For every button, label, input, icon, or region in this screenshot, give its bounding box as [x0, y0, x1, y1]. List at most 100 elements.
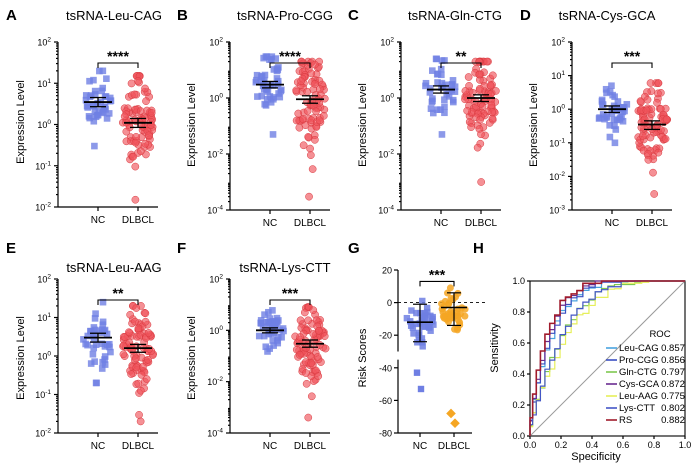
- data-point-dlbcl: [646, 133, 655, 142]
- data-point-nc: [611, 139, 619, 147]
- data-point-dlbcl: [464, 73, 473, 81]
- x-tick-label: DLBCL: [465, 218, 498, 229]
- y-tick-label: 20: [382, 266, 392, 276]
- title-f: tsRNA-Lys-CTT: [239, 260, 330, 275]
- y-tick-label: 100: [380, 93, 394, 104]
- data-point-nc: [98, 365, 106, 372]
- data-point-dlbcl: [314, 326, 323, 335]
- significance-stars: ***: [624, 48, 641, 64]
- data-point-dlbcl: [131, 317, 139, 326]
- data-point-nc: [84, 104, 91, 111]
- y-tick-label: 102: [37, 274, 51, 285]
- data-point-nc: [262, 343, 270, 351]
- data-point-nc: [266, 315, 274, 322]
- data-point-dlbcl: [125, 328, 133, 337]
- data-point-dlbcl: [311, 60, 319, 69]
- ylabel-g: Risk Scores: [357, 328, 369, 387]
- x-tick-label: 0.2: [555, 440, 568, 450]
- y-tick-label: -60: [379, 396, 392, 406]
- data-point-nc: [95, 107, 103, 115]
- data-point-dlbcl: [654, 148, 663, 157]
- data-point-nc: [611, 122, 618, 130]
- data-point-nc: [82, 96, 90, 104]
- x-tick-label: NC: [91, 441, 105, 452]
- data-point-nc: [423, 304, 431, 312]
- y-tick-label: 10-2: [378, 149, 394, 160]
- data-point-nc: [438, 131, 446, 138]
- panel-b: 102 100 10-2 10-4 NC DLBCL ****: [207, 37, 330, 229]
- data-point-dlbcl: [303, 87, 311, 96]
- data-point-nc: [274, 334, 282, 341]
- legend-label: Pro-CGG: [619, 355, 659, 366]
- data-point-dlbcl: [315, 85, 324, 93]
- data-point-nc: [441, 103, 448, 111]
- data-point-nc: [609, 91, 616, 99]
- data-point-nc: [259, 323, 267, 331]
- significance-bracket: [419, 280, 455, 287]
- y-tick-label: -20: [379, 331, 392, 341]
- data-point-nc: [608, 82, 615, 90]
- data-point-dlbcl: [136, 417, 145, 426]
- data-point-nc: [619, 108, 627, 116]
- roc-curve-rs: [529, 280, 685, 436]
- data-point-nc: [274, 77, 282, 85]
- data-point-dlbcl: [136, 107, 145, 115]
- data-point-dlbcl: [120, 112, 129, 121]
- data-point-dlbcl: [478, 102, 487, 111]
- legend-auc: 0.775: [661, 391, 685, 402]
- data-point-dlbcl: [131, 195, 140, 204]
- data-point-dlbcl: [145, 131, 153, 140]
- significance-stars: ****: [279, 48, 301, 64]
- legend-auc: 0.856: [661, 355, 685, 366]
- data-point-dlbcl: [134, 77, 142, 85]
- x-tick-label: 0.6: [617, 440, 630, 450]
- data-point-dlbcl: [454, 316, 462, 324]
- y-tick-label: 10-2: [35, 428, 51, 439]
- data-point-nc: [438, 57, 446, 64]
- data-point-dlbcl: [126, 310, 135, 319]
- panel-label-d: D: [520, 7, 531, 24]
- data-point-dlbcl: [297, 77, 305, 86]
- data-point-nc: [255, 332, 263, 340]
- data-point-nc: [419, 343, 426, 350]
- y-tick-label: 100: [37, 351, 51, 362]
- data-point-dlbcl: [147, 108, 156, 117]
- data-point-nc: [263, 96, 271, 103]
- roc-curve-leu-aag: [529, 280, 685, 436]
- data-point-dlbcl: [467, 123, 475, 131]
- data-point-nc: [264, 318, 272, 326]
- data-point-nc: [403, 314, 411, 322]
- data-point-dlbcl: [131, 354, 140, 363]
- data-point-nc: [99, 321, 107, 329]
- data-point-dlbcl: [300, 308, 309, 317]
- data-point-nc: [260, 79, 267, 87]
- data-point-dlbcl: [638, 132, 647, 140]
- data-point-nc: [606, 133, 614, 141]
- panel-c: 102 100 10-2 10-4 NC DLBCL **: [378, 37, 501, 229]
- data-point-nc: [412, 320, 420, 328]
- data-point-dlbcl: [461, 95, 469, 104]
- data-point-nc: [428, 98, 436, 106]
- data-point-dlbcl: [446, 284, 454, 292]
- data-point-dlbcl: [451, 325, 459, 333]
- panel-label-c: C: [348, 7, 359, 24]
- data-point-dlbcl: [654, 89, 662, 98]
- data-point-dlbcl: [476, 115, 484, 124]
- data-point-nc: [92, 379, 100, 387]
- x-tick-label: NC: [263, 218, 277, 229]
- y-tick-label: 100: [551, 104, 565, 115]
- title-a: tsRNA-Leu-CAG: [66, 8, 162, 23]
- data-point-nc: [269, 337, 277, 344]
- data-point-dlbcl: [314, 372, 323, 380]
- y-tick-label: 102: [380, 37, 394, 48]
- significance-bracket: [269, 62, 311, 68]
- data-point-dlbcl: [662, 115, 671, 124]
- data-point-nc: [261, 311, 268, 318]
- data-point-dlbcl: [477, 178, 486, 186]
- reference-diagonal: [529, 280, 686, 437]
- data-point-nc: [85, 113, 93, 120]
- data-point-dlbcl: [130, 90, 139, 99]
- legend-label: Gln-CTG: [619, 367, 657, 378]
- data-point-dlbcl: [142, 97, 150, 105]
- data-point-nc: [434, 70, 442, 78]
